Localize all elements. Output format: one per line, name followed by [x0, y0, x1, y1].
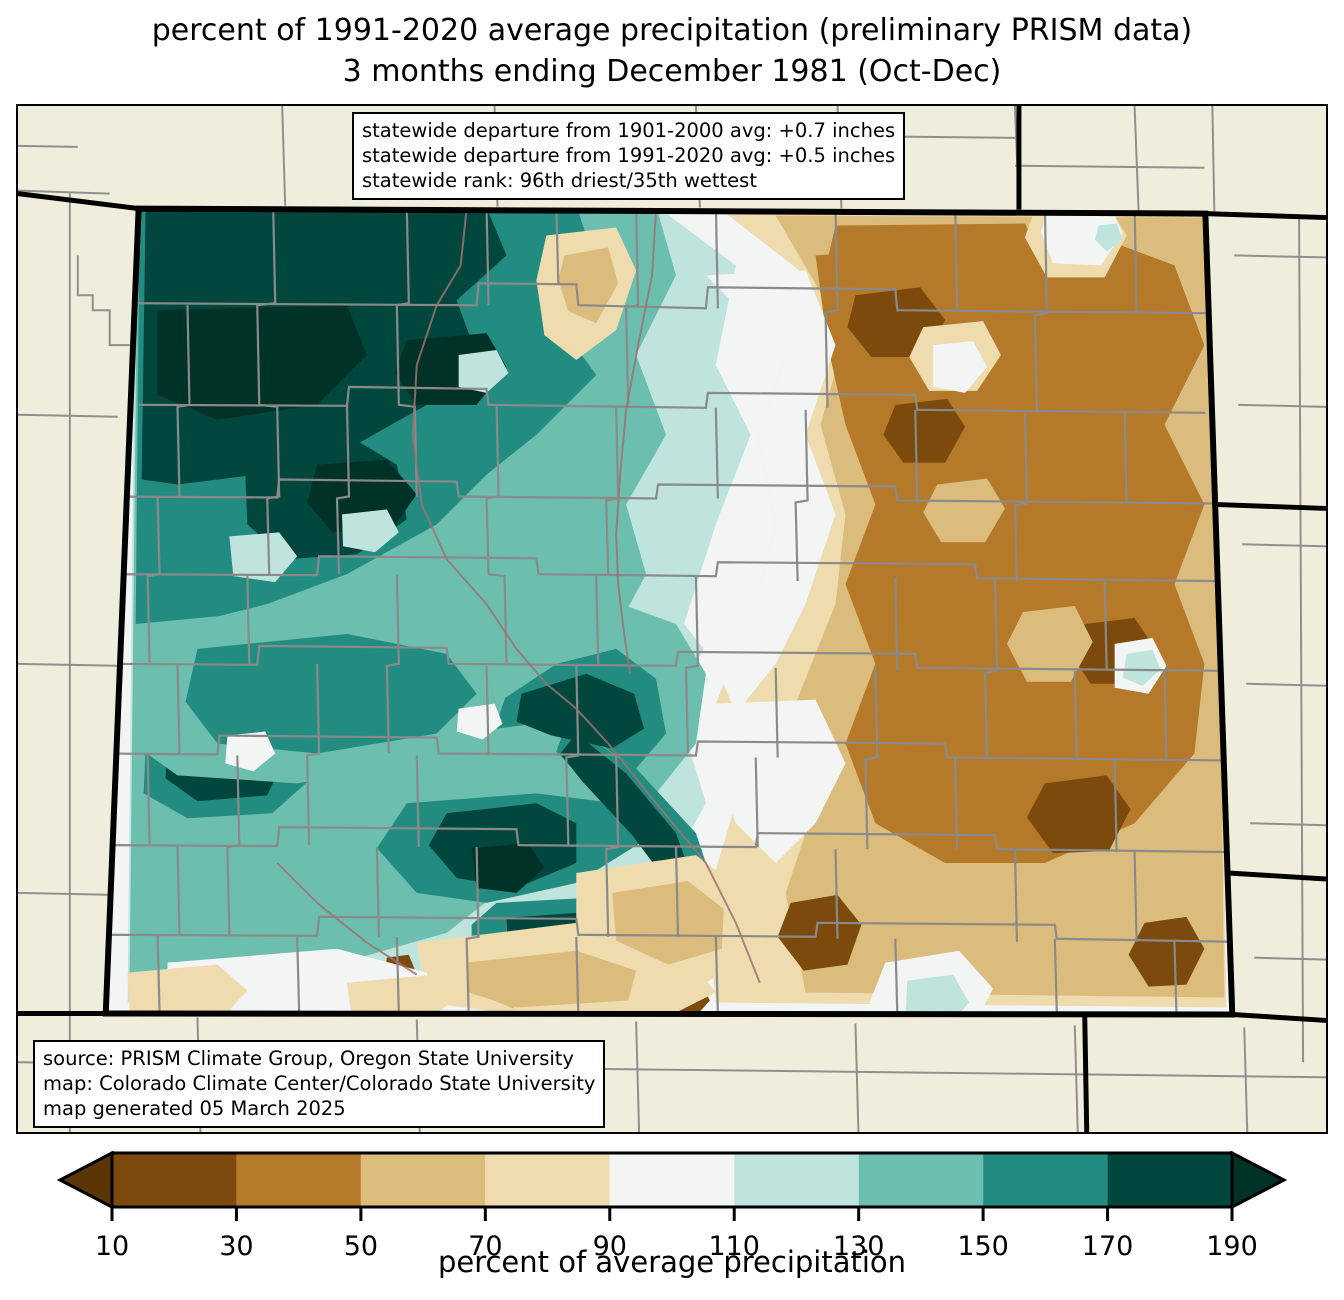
colorbar-tick-label: 50 [344, 1231, 378, 1262]
colorbar-tick-label: 190 [1206, 1231, 1258, 1262]
colorbar-tick-label: 30 [219, 1231, 253, 1262]
colorbar-outline [110, 1151, 1234, 1209]
river-lines [276, 208, 761, 983]
stat-departure-1901-2000: statewide departure from 1901-2000 avg: … [362, 119, 896, 142]
colorbar-tick-label: 10 [95, 1231, 129, 1262]
colorbar-band [734, 1153, 859, 1207]
stat-statewide-rank: statewide rank: 96th driest/35th wettest [362, 169, 757, 192]
colorbar-band [983, 1153, 1108, 1207]
map-generated-line: map generated 05 March 2025 [43, 1097, 346, 1120]
colorbar-under-arrow [56, 1150, 114, 1210]
colorbar-band [858, 1153, 984, 1207]
colorado-precipitation-map [18, 106, 1326, 1132]
colorbar-band [609, 1153, 735, 1207]
map-canvas [16, 104, 1328, 1134]
colorbar-tick-label: 150 [957, 1231, 1009, 1262]
colorbar-svg: 10 30 50 70 90 110 130 150 170 190 [56, 1150, 1288, 1262]
colorbar-tick-label: 90 [593, 1231, 627, 1262]
colorbar-bands [56, 1150, 1288, 1210]
colorbar-axis-title: percent of average precipitation [437, 1245, 907, 1279]
map-credit-line: map: Colorado Climate Center/Colorado St… [43, 1072, 596, 1095]
statistics-box: statewide departure from 1901-2000 avg: … [352, 112, 906, 200]
colorbar-band [236, 1153, 361, 1207]
source-line: source: PRISM Climate Group, Oregon Stat… [43, 1047, 574, 1070]
colorbar-ticks [110, 1207, 1234, 1221]
colorbar-band [1107, 1153, 1232, 1207]
colorbar-band [360, 1153, 486, 1207]
colorbar-over-arrow [1230, 1150, 1288, 1210]
colorbar-tick-label: 130 [833, 1231, 885, 1262]
precipitation-contours [105, 208, 1233, 1015]
colorbar-band [112, 1153, 237, 1207]
colorbar-tick-labels: 10 30 50 70 90 110 130 150 170 190 [95, 1231, 1258, 1262]
page-title: percent of 1991-2020 average precipitati… [0, 10, 1344, 92]
title-line-1: percent of 1991-2020 average precipitati… [151, 13, 1193, 48]
colorbar-tick-label: 70 [468, 1231, 502, 1262]
neighbor-state-borders [18, 106, 1326, 1132]
colorbar: 10 30 50 70 90 110 130 150 170 190 [0, 1145, 1344, 1300]
source-box: source: PRISM Climate Group, Oregon Stat… [33, 1040, 606, 1128]
colorbar-band [485, 1153, 610, 1207]
stat-departure-1991-2020: statewide departure from 1991-2020 avg: … [362, 144, 896, 167]
colorbar-tick-label: 110 [708, 1231, 760, 1262]
title-line-2: 3 months ending December 1981 (Oct-Dec) [342, 54, 1002, 89]
colorbar-tick-label: 170 [1082, 1231, 1134, 1262]
colorado-county-lines [105, 208, 1232, 1014]
